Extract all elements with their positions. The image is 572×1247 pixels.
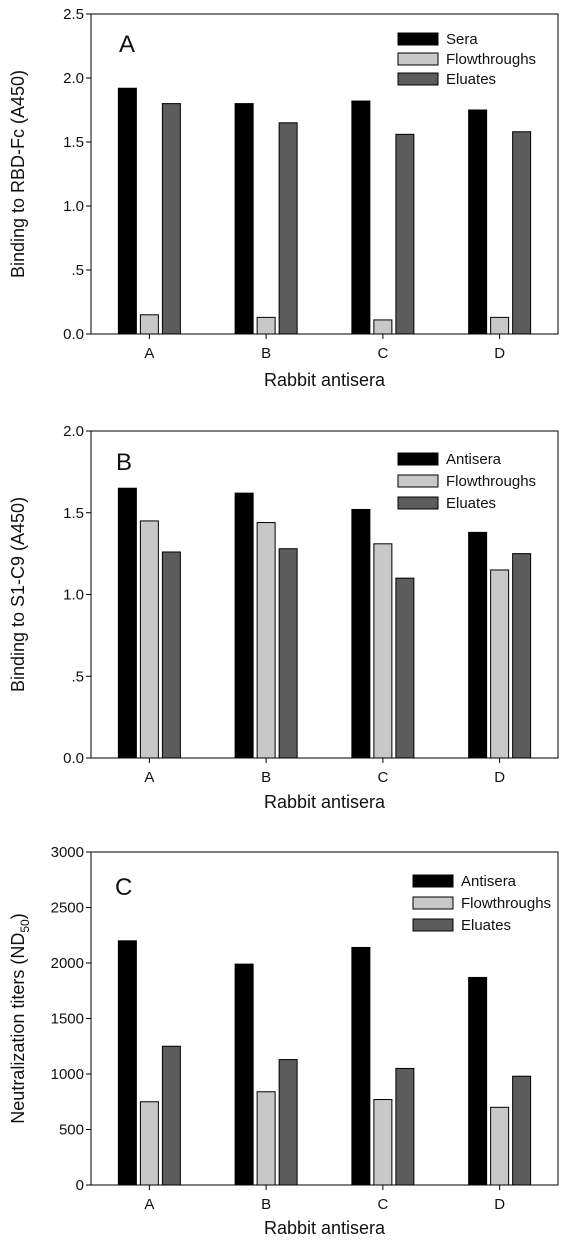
legend-swatch [397,72,439,86]
bar [512,1075,532,1186]
bar [139,1101,159,1186]
y-axis-label: Neutralization titers (ND50) [8,913,32,1123]
bar [117,87,137,335]
x-tick-label: A [144,345,154,362]
y-tick-label: 1500 [51,1011,84,1028]
bar [490,569,510,759]
bar [373,319,393,335]
bar [256,522,276,759]
legend-swatch [397,496,439,510]
x-tick-label: B [261,769,271,786]
legend-swatch [397,52,439,66]
y-tick-label: 1.0 [63,198,84,215]
bar [468,976,488,1186]
chart-panel-b: 0.0 .5 1.0 1.5 2.0 A B C D Rabbit antisera Binding… [8,423,559,812]
legend-label: Flowthroughs [461,895,551,912]
y-tick-label: 2.5 [63,6,84,23]
y-axis-label: Binding to RBD-Fc (A450) [8,70,28,278]
x-tick-label: D [494,1196,505,1213]
bar [351,946,371,1186]
y-tick-label: 1.5 [63,134,84,151]
y-tick-label: 1000 [51,1066,84,1083]
y-tick-label: 0 [76,1177,84,1194]
legend-swatch [412,896,454,910]
y-tick-label: 0.0 [63,326,84,343]
bar [395,577,415,759]
legend-label: Flowthroughs [446,473,536,490]
bar [468,531,488,759]
x-axis-label: Rabbit antisera [264,370,386,390]
bar [256,316,276,335]
x-tick-label: D [494,345,505,362]
bar [234,492,254,759]
bar [161,1045,181,1186]
x-axis-label: Rabbit antisera [264,1218,386,1238]
panel-label: A [119,31,135,58]
y-tick-label: .5 [71,668,84,685]
bar [512,131,532,335]
bar [234,103,254,335]
bar [490,316,510,335]
x-tick-label: C [377,769,388,786]
bar [234,963,254,1186]
bar [373,543,393,759]
bar [139,314,159,335]
legend-swatch [397,32,439,46]
bar [395,1067,415,1186]
legend-label: Antisera [446,451,502,468]
y-tick-label: 500 [59,1122,84,1139]
bar [395,133,415,335]
bar [351,508,371,759]
x-tick-label: A [144,1196,154,1213]
legend-label: Antisera [461,873,517,890]
plot-frame [90,13,559,335]
chart-panel-c: 0 500 1000 1500 2000 2500 3000 A B C D Rabbit antis… [8,844,559,1238]
bar [468,109,488,335]
y-tick-label: 0.0 [63,750,84,767]
legend-label: Eluates [446,495,496,512]
legend-label: Eluates [446,71,496,88]
x-tick-label: B [261,1196,271,1213]
bar [117,487,137,759]
panel-label: B [116,449,132,476]
bar [278,1059,298,1186]
bar [117,940,137,1186]
y-tick-label: 2500 [51,900,84,917]
legend-swatch [397,474,439,488]
bar [256,1091,276,1186]
x-axis-label: Rabbit antisera [264,792,386,812]
bar [351,100,371,335]
chart-panel-a: 0.0 .5 1.0 1.5 2.0 2.5 A B C D Rabbit antisera Bind… [8,6,559,390]
bar [490,1106,510,1186]
bar [278,548,298,759]
bar [278,122,298,335]
x-tick-label: C [377,1196,388,1213]
y-tick-label: 1.0 [63,587,84,604]
bar [161,103,181,335]
x-tick-label: B [261,345,271,362]
bar [139,520,159,759]
legend-label: Eluates [461,917,511,934]
y-tick-label: .5 [71,262,84,279]
x-tick-label: D [494,769,505,786]
y-tick-label: 2.0 [63,70,84,87]
bar [512,553,532,759]
panel-label: C [115,874,132,901]
legend-swatch [397,452,439,466]
y-axis-label: Binding to S1-C9 (A450) [8,497,28,692]
legend-swatch [412,874,454,888]
y-tick-label: 3000 [51,844,84,861]
y-tick-label: 2.0 [63,423,84,440]
legend-swatch [412,918,454,932]
x-tick-label: A [144,769,154,786]
y-tick-label: 1.5 [63,505,84,522]
legend-label: Flowthroughs [446,51,536,68]
legend-label: Sera [446,31,478,48]
y-tick-label: 2000 [51,955,84,972]
bar [161,551,181,759]
bar [373,1099,393,1186]
x-tick-label: C [377,345,388,362]
